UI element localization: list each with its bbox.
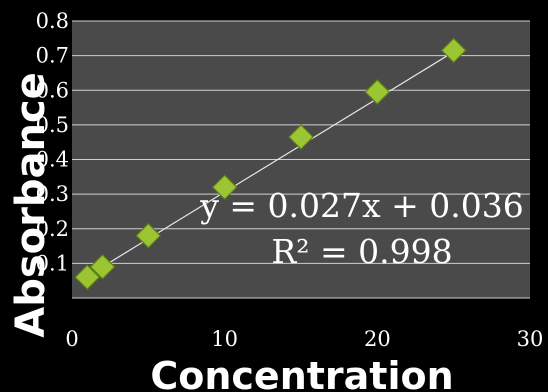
data-point [211,174,238,201]
data-point [74,264,101,291]
trendline-equation: y = 0.027x + 0.036 [199,186,523,225]
y-tick-label: 0.5 [36,113,69,137]
y-axis-title: Absorbance [8,72,54,338]
y-tick-label: 0.4 [36,148,69,172]
data-points [74,37,467,291]
y-tick-label: 0.8 [36,9,69,33]
y-tick-label: 0.1 [36,251,69,275]
y-tick-labels: 0.8 0.7 0.6 0.5 0.4 0.3 0.2 0.1 [36,9,69,275]
data-point [89,253,116,280]
x-tick-label: 0 [65,327,78,351]
x-axis-title: Concentration [150,354,453,392]
y-tick-label: 0.2 [36,217,69,241]
y-tick-label: 0.7 [36,44,69,68]
x-tick-label: 20 [364,327,391,351]
data-point [364,79,391,105]
x-tick-label: 10 [211,327,238,351]
y-tick-label: 0.3 [36,182,69,206]
data-point [288,124,314,150]
y-tick-label: 0.6 [36,78,69,102]
data-point [135,222,162,249]
x-tick-label: 30 [517,327,544,351]
x-tick-labels: 0 10 20 30 [65,327,543,351]
r-squared-label: R² = 0.998 [271,232,452,271]
data-point [440,37,467,64]
